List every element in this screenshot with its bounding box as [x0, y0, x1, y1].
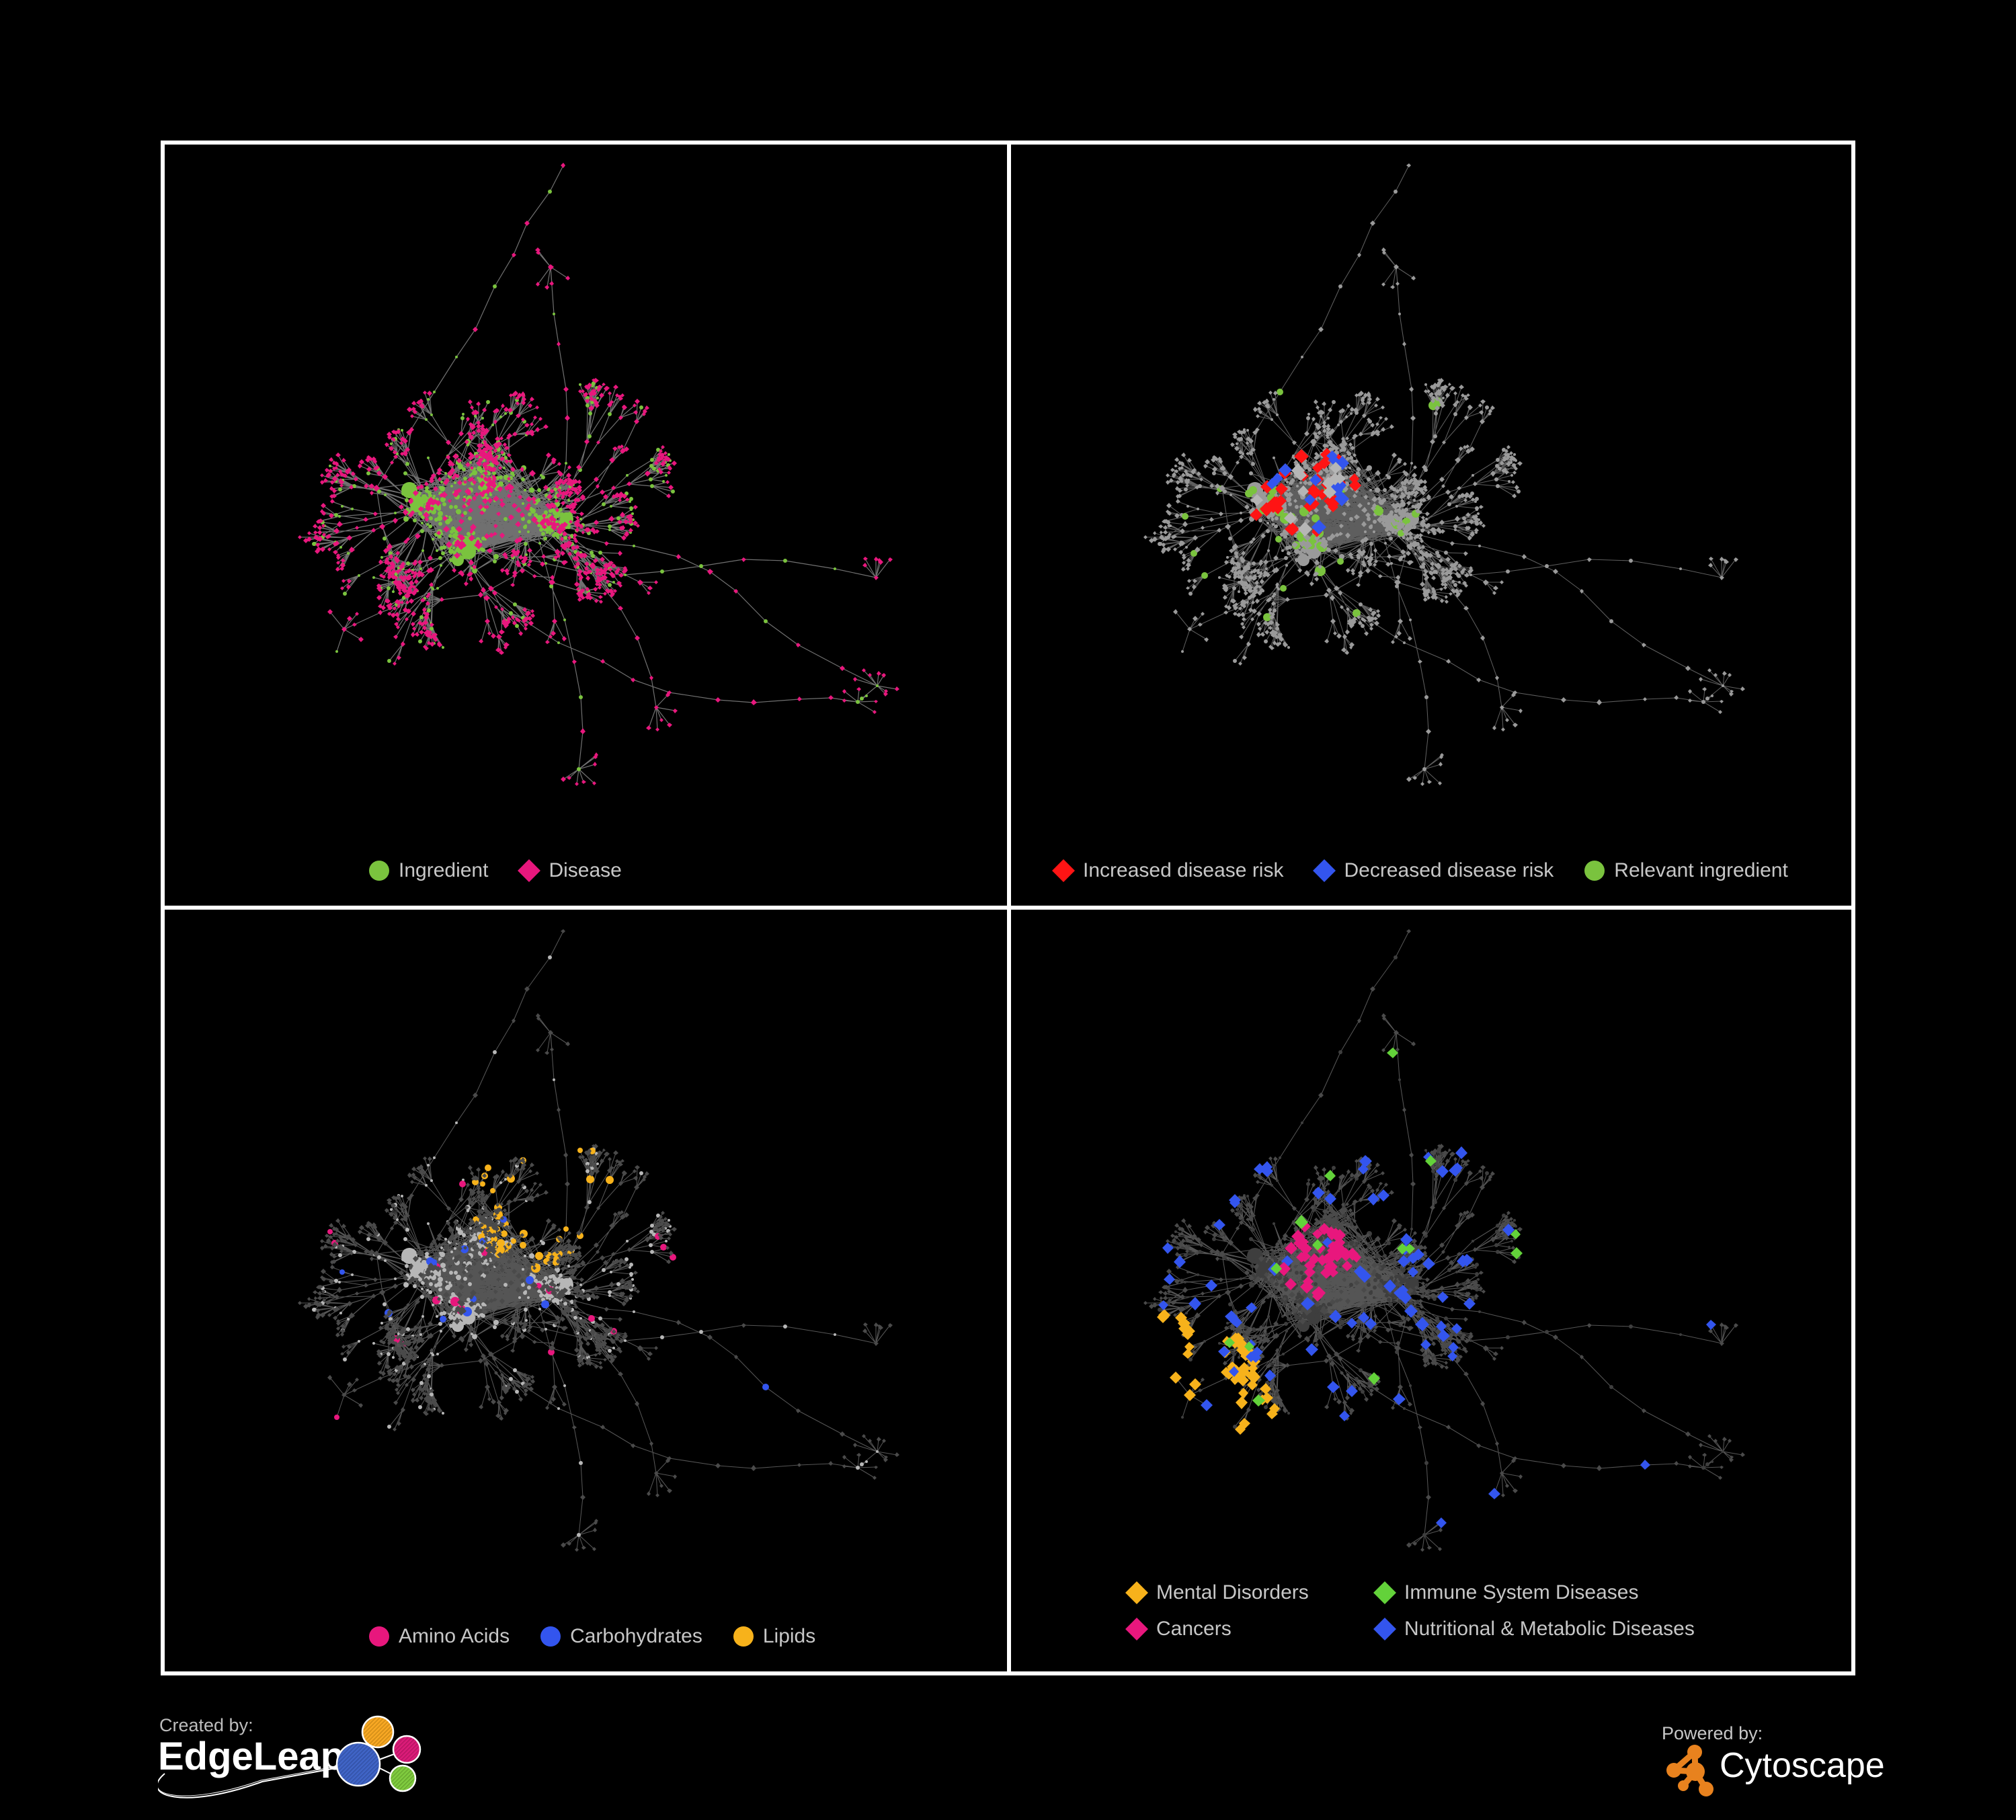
svg-text:Created by:: Created by:: [159, 1715, 253, 1735]
svg-text:Cytoscape: Cytoscape: [1720, 1746, 1885, 1785]
svg-text:Powered by:: Powered by:: [1662, 1723, 1763, 1743]
